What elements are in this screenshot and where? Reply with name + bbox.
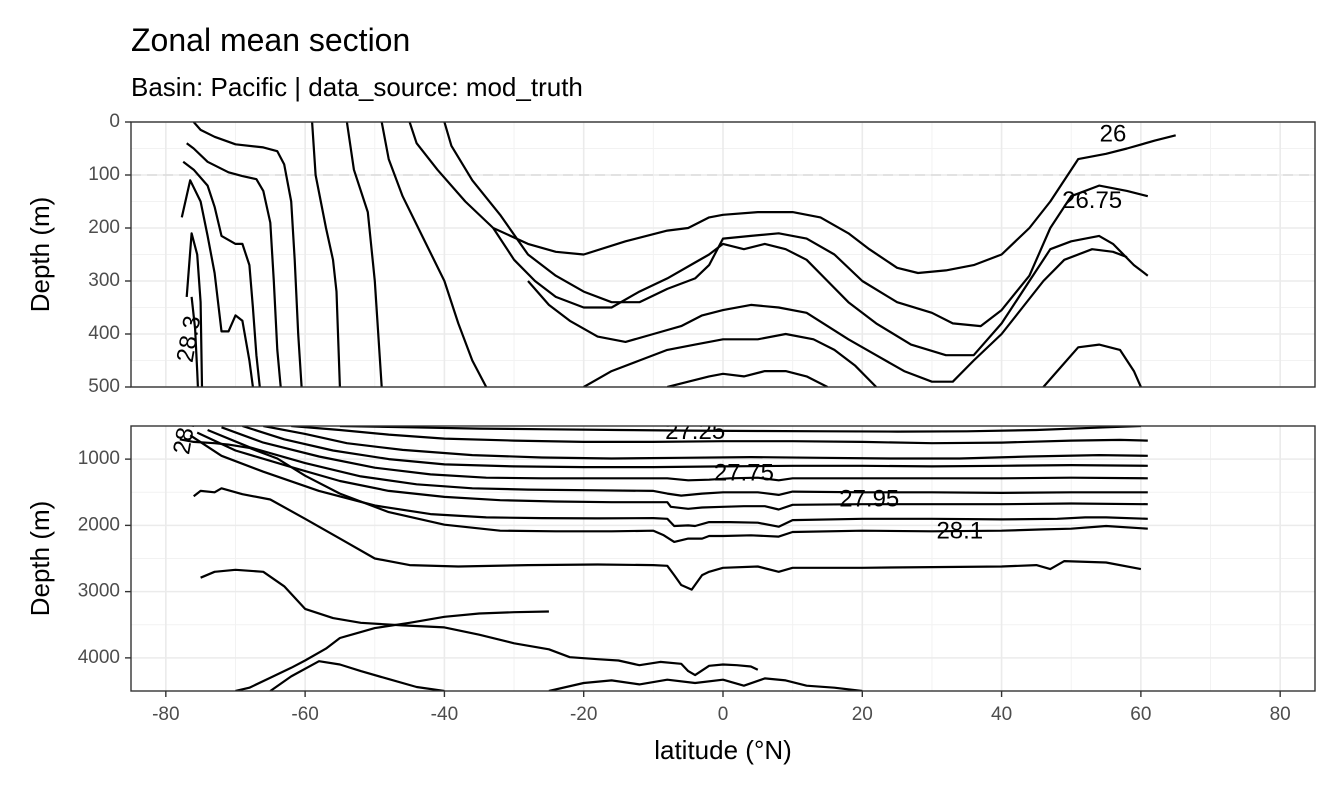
- contour-line: [1042, 343, 1142, 387]
- x-tick-label: 20: [852, 704, 873, 725]
- contour-line: [193, 487, 1142, 591]
- contour-line: [180, 179, 254, 387]
- y-tick-label: 400: [88, 323, 120, 344]
- contour-label: 28.3: [168, 406, 203, 457]
- contour-line: [192, 122, 303, 387]
- contour-line: [200, 568, 759, 677]
- contour-line: [291, 426, 1148, 445]
- x-tick-label: 0: [718, 704, 729, 725]
- contour-line: [311, 122, 341, 387]
- contour-line: [179, 438, 1148, 543]
- contour-line: [186, 142, 282, 387]
- contour-label: 27.75: [714, 460, 774, 487]
- contour-line: [182, 160, 261, 387]
- x-tick-label: -80: [152, 704, 179, 725]
- panel-border-upper: [130, 121, 1316, 388]
- contour-line: [269, 660, 445, 691]
- y-tick-label: 2000: [78, 514, 120, 535]
- contour-label: 27.95: [839, 486, 899, 513]
- contour-line: [548, 677, 863, 691]
- contour-line: [492, 227, 1149, 357]
- contour-line: [408, 122, 1176, 275]
- contour-line: [242, 426, 1148, 469]
- y-tick-label: 300: [88, 270, 120, 291]
- contour-line: [339, 426, 1141, 433]
- x-tick-label: 60: [1130, 704, 1151, 725]
- contour-label: 26.75: [1062, 187, 1122, 214]
- chart-subtitle: Basin: Pacific | data_source: mod_truth: [131, 72, 583, 102]
- contour-line: [221, 426, 1148, 482]
- contour-line: [443, 122, 1149, 328]
- contour-line: [583, 332, 877, 387]
- x-tick-label: 40: [991, 704, 1012, 725]
- contour-line: [667, 370, 828, 387]
- y-tick-label: 100: [88, 164, 120, 185]
- contour-line: [380, 122, 488, 387]
- contour-label: 27.25: [665, 418, 725, 445]
- y-tick-label: 0: [109, 111, 120, 132]
- y-tick-label: 1000: [78, 448, 120, 469]
- contour-line: [207, 428, 1148, 497]
- y-axis-title: Depth (m): [25, 501, 55, 617]
- y-tick-label: 4000: [78, 647, 120, 668]
- x-tick-label: -20: [570, 704, 597, 725]
- y-tick-label: 200: [88, 217, 120, 238]
- contour-line: [190, 296, 199, 387]
- contour-line: [189, 434, 1148, 528]
- contour-label: 28.1: [936, 517, 983, 544]
- x-tick-label: -40: [431, 704, 458, 725]
- x-tick-label: 80: [1270, 704, 1291, 725]
- chart-title: Zonal mean section: [131, 22, 411, 58]
- y-tick-label: 3000: [78, 581, 120, 602]
- x-axis-title: latitude (°N): [654, 735, 792, 765]
- y-tick-label: 500: [88, 376, 120, 397]
- y-axis-title: Depth (m): [25, 197, 55, 313]
- contour-line: [345, 122, 383, 387]
- contour-label: 26: [1100, 121, 1127, 148]
- contour-line: [185, 232, 204, 387]
- contour-line: [235, 610, 549, 691]
- contour-line: [527, 248, 1128, 383]
- contour-line: [263, 426, 1148, 460]
- x-tick-label: -60: [291, 704, 318, 725]
- contour-line: [196, 431, 1148, 511]
- contour-group-lower: 27.25 27.75 27.95 28.1 28.3: [168, 406, 1148, 691]
